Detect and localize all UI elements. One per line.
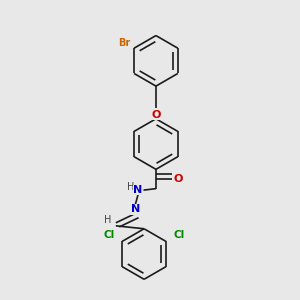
Text: N: N — [130, 204, 140, 214]
Text: O: O — [151, 110, 160, 120]
Text: N: N — [134, 185, 143, 195]
Text: O: O — [173, 174, 183, 184]
Text: Cl: Cl — [103, 230, 115, 241]
Text: H: H — [104, 215, 111, 225]
Text: H: H — [127, 182, 134, 192]
Text: Br: Br — [118, 38, 130, 48]
Text: Cl: Cl — [174, 230, 185, 241]
